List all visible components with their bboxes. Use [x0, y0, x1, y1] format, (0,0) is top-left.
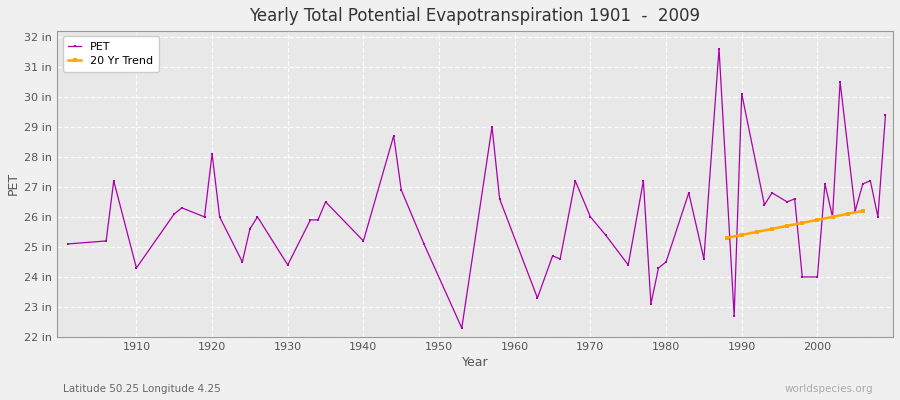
- 20 Yr Trend: [858, 208, 868, 213]
- Title: Yearly Total Potential Evapotranspiration 1901  -  2009: Yearly Total Potential Evapotranspiratio…: [249, 7, 700, 25]
- Line: 20 Yr Trend: 20 Yr Trend: [724, 209, 865, 240]
- PET: [714, 46, 724, 51]
- Text: worldspecies.org: worldspecies.org: [785, 384, 873, 394]
- 20 Yr Trend: [782, 224, 793, 228]
- PET: [683, 190, 694, 195]
- Line: PET: PET: [67, 47, 886, 330]
- 20 Yr Trend: [752, 230, 762, 234]
- PET: [63, 242, 74, 246]
- PET: [645, 302, 656, 306]
- PET: [698, 256, 709, 261]
- 20 Yr Trend: [796, 220, 807, 225]
- PET: [880, 112, 891, 117]
- PET: [312, 218, 323, 222]
- 20 Yr Trend: [767, 226, 778, 231]
- Legend: PET, 20 Yr Trend: PET, 20 Yr Trend: [62, 36, 159, 72]
- Y-axis label: PET: PET: [7, 172, 20, 196]
- 20 Yr Trend: [736, 232, 747, 237]
- PET: [653, 266, 664, 270]
- 20 Yr Trend: [827, 214, 838, 219]
- 20 Yr Trend: [812, 218, 823, 222]
- PET: [456, 326, 467, 330]
- Text: Latitude 50.25 Longitude 4.25: Latitude 50.25 Longitude 4.25: [63, 384, 220, 394]
- 20 Yr Trend: [721, 236, 732, 240]
- 20 Yr Trend: [842, 212, 853, 216]
- X-axis label: Year: Year: [462, 356, 489, 369]
- PET: [789, 196, 800, 201]
